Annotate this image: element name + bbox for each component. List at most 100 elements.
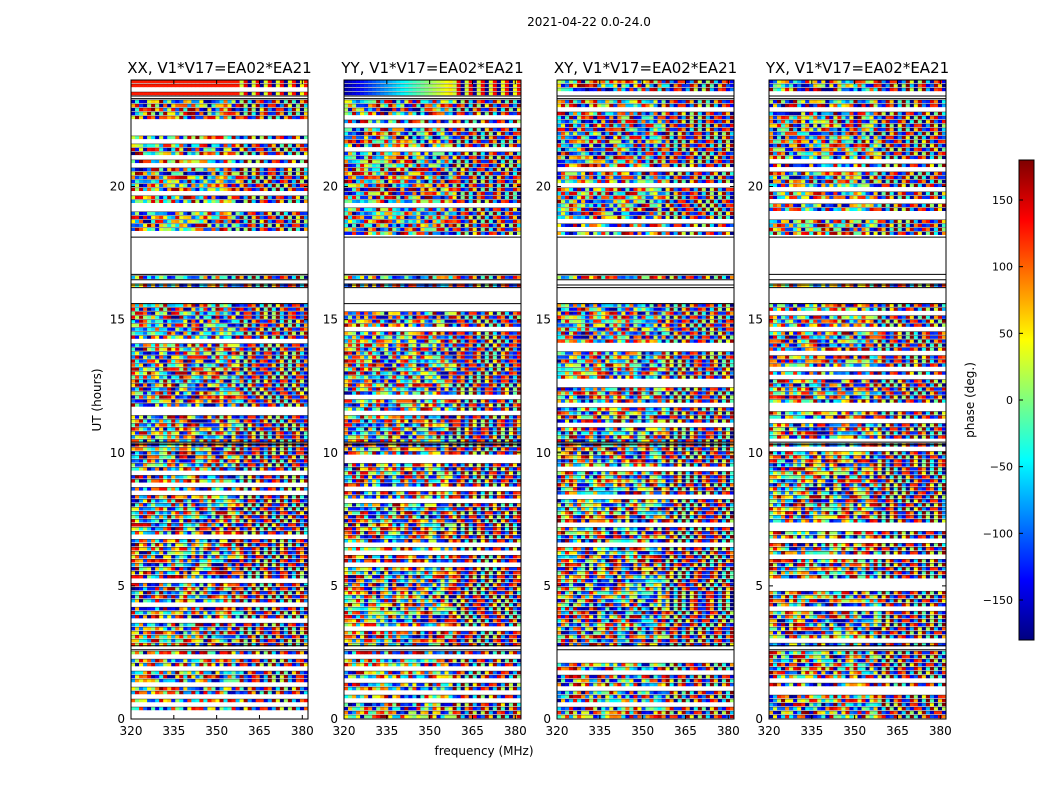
heatmap-cell — [159, 392, 163, 395]
heatmap-cell — [211, 324, 215, 327]
heatmap-cell — [131, 148, 135, 151]
heatmap-cell — [240, 180, 244, 183]
heatmap-cell — [159, 116, 163, 119]
heatmap-cell — [151, 368, 155, 371]
heatmap-cell — [167, 336, 171, 339]
heatmap-cell — [195, 92, 199, 95]
heatmap-cell — [284, 108, 288, 111]
heatmap-cell — [288, 435, 292, 438]
heatmap-cell — [300, 168, 304, 171]
heatmap-cell — [300, 475, 304, 478]
heatmap-cell — [240, 328, 244, 331]
heatmap-cell — [195, 447, 199, 450]
heatmap-cell — [151, 104, 155, 107]
heatmap-cell — [215, 216, 219, 219]
heatmap-cell — [163, 487, 167, 490]
heatmap-cell — [207, 372, 211, 375]
heatmap-cell — [280, 352, 284, 355]
heatmap-cell — [252, 276, 256, 279]
heatmap-cell — [151, 388, 155, 391]
heatmap-cell — [183, 451, 187, 454]
heatmap-cell — [191, 168, 195, 171]
heatmap-cell — [207, 184, 211, 187]
heatmap-cell — [264, 144, 268, 147]
heatmap-cell — [268, 372, 272, 375]
heatmap-cell — [163, 499, 167, 502]
heatmap-cell — [147, 392, 151, 395]
heatmap-cell — [284, 372, 288, 375]
heatmap-cell — [155, 336, 159, 339]
heatmap-cell — [195, 360, 199, 363]
heatmap-cell — [135, 423, 139, 426]
heatmap-cell — [195, 176, 199, 179]
heatmap-cell — [135, 447, 139, 450]
heatmap-cell — [147, 479, 151, 482]
heatmap-cell — [300, 388, 304, 391]
heatmap-cell — [232, 427, 236, 430]
heatmap-cell — [195, 427, 199, 430]
heatmap-cell — [139, 200, 143, 203]
heatmap-cell — [232, 144, 236, 147]
heatmap-cell — [143, 336, 147, 339]
heatmap-cell — [175, 336, 179, 339]
heatmap-cell — [232, 160, 236, 163]
heatmap-cell — [228, 447, 232, 450]
heatmap-cell — [163, 320, 167, 323]
heatmap-cell — [211, 224, 215, 227]
heatmap-cell — [211, 100, 215, 103]
heatmap-cell — [155, 200, 159, 203]
heatmap-cell — [276, 332, 280, 335]
heatmap-cell — [236, 423, 240, 426]
heatmap-cell — [236, 92, 240, 95]
heatmap-cell — [191, 459, 195, 462]
heatmap-cell — [131, 368, 135, 371]
heatmap-cell — [203, 220, 207, 223]
heatmap-cell — [175, 148, 179, 151]
heatmap-cell — [175, 276, 179, 279]
heatmap-cell — [163, 168, 167, 171]
heatmap-cell — [232, 116, 236, 119]
heatmap-cell — [268, 455, 272, 458]
heatmap-cell — [292, 431, 296, 434]
heatmap-cell — [240, 487, 244, 490]
heatmap-cell — [175, 475, 179, 478]
heatmap-cell — [155, 356, 159, 359]
heatmap-cell — [167, 487, 171, 490]
heatmap-cell — [187, 451, 191, 454]
heatmap-cell — [155, 320, 159, 323]
heatmap-cell — [143, 459, 147, 462]
heatmap-cell — [175, 200, 179, 203]
heatmap-cell — [292, 312, 296, 315]
heatmap-cell — [280, 455, 284, 458]
heatmap-cell — [284, 467, 288, 470]
heatmap-cell — [187, 348, 191, 351]
heatmap-cell — [236, 220, 240, 223]
heatmap-cell — [211, 216, 215, 219]
heatmap-cell — [147, 184, 151, 187]
heatmap-cell — [276, 224, 280, 227]
heatmap-cell — [195, 368, 199, 371]
heatmap-cell — [300, 364, 304, 367]
heatmap-cell — [151, 447, 155, 450]
heatmap-cell — [240, 188, 244, 191]
heatmap-cell — [135, 200, 139, 203]
heatmap-cell — [191, 92, 195, 95]
heatmap-cell — [260, 419, 264, 422]
heatmap-cell — [256, 392, 260, 395]
heatmap-cell — [284, 400, 288, 403]
heatmap-cell — [131, 447, 135, 450]
heatmap-cell — [151, 348, 155, 351]
heatmap-cell — [135, 100, 139, 103]
heatmap-cell — [240, 348, 244, 351]
heatmap-cell — [207, 312, 211, 315]
heatmap-cell — [139, 188, 143, 191]
heatmap-cell — [195, 200, 199, 203]
heatmap-cell — [163, 100, 167, 103]
heatmap-cell — [236, 368, 240, 371]
heatmap-cell — [284, 447, 288, 450]
heatmap-cell — [280, 136, 284, 139]
heatmap-cell — [264, 184, 268, 187]
heatmap-cell — [203, 224, 207, 227]
heatmap-cell — [248, 216, 252, 219]
heatmap-cell — [244, 328, 248, 331]
